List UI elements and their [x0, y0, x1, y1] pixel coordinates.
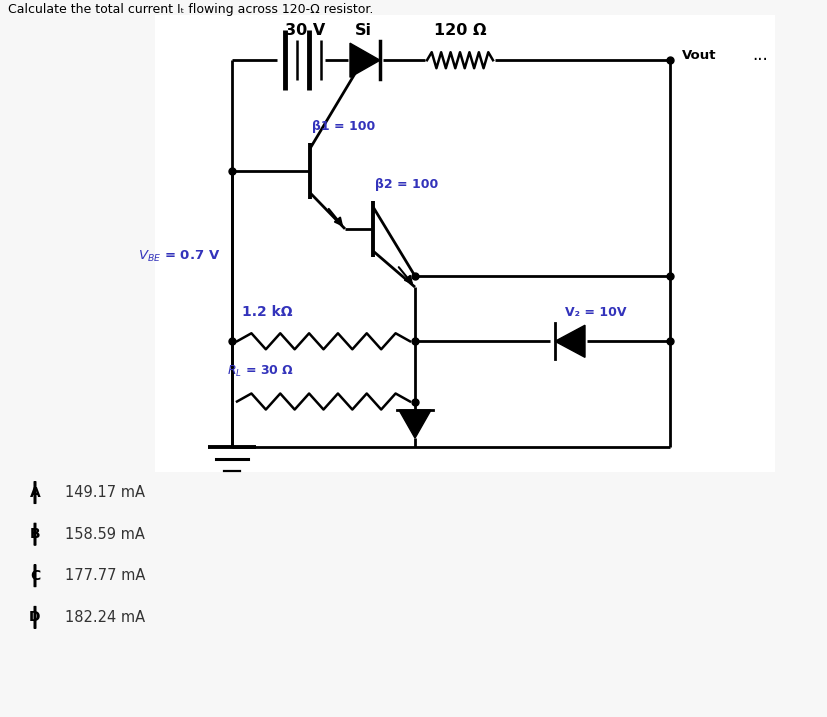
Bar — [155, 15, 775, 472]
Polygon shape — [555, 326, 585, 357]
Text: 30 V: 30 V — [284, 23, 325, 38]
Text: β1 = 100: β1 = 100 — [312, 120, 375, 133]
Text: 158.59 mA: 158.59 mA — [65, 527, 145, 541]
Text: Calculate the total current Iₜ flowing across 120-Ω resistor.: Calculate the total current Iₜ flowing a… — [8, 3, 373, 16]
Text: D: D — [29, 610, 41, 625]
Text: Si: Si — [355, 23, 371, 38]
Text: 1.2 kΩ: 1.2 kΩ — [242, 305, 293, 319]
Polygon shape — [399, 410, 431, 438]
Text: 149.17 mA: 149.17 mA — [65, 485, 145, 500]
Text: $R_L$ = 30 Ω: $R_L$ = 30 Ω — [227, 364, 294, 379]
Text: $V_{BE}$ = 0.7 V: $V_{BE}$ = 0.7 V — [138, 248, 220, 264]
Polygon shape — [350, 43, 380, 77]
Text: 120 Ω: 120 Ω — [433, 23, 486, 38]
Text: Vout: Vout — [682, 49, 716, 62]
Text: β2 = 100: β2 = 100 — [375, 178, 438, 191]
Text: 182.24 mA: 182.24 mA — [65, 610, 145, 625]
Text: ...: ... — [752, 46, 768, 65]
Text: 177.77 mA: 177.77 mA — [65, 569, 146, 583]
Text: A: A — [30, 485, 41, 500]
Text: V₂ = 10V: V₂ = 10V — [565, 306, 627, 319]
Text: B: B — [30, 527, 41, 541]
Text: C: C — [30, 569, 41, 583]
